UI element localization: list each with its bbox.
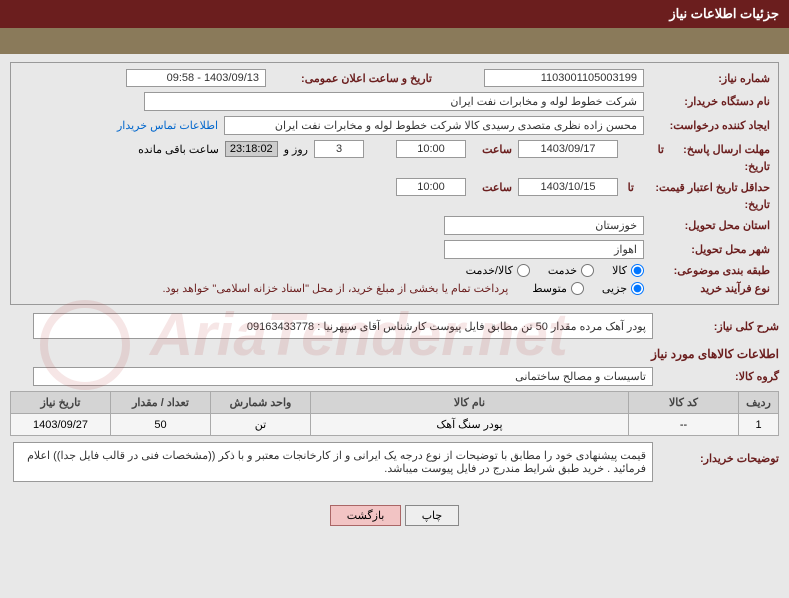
th-row: ردیف <box>739 392 779 414</box>
response-time-value: 10:00 <box>396 140 466 158</box>
toolbar-bar <box>0 28 789 54</box>
th-date: تاریخ نیاز <box>11 392 111 414</box>
goods-table: ردیف کد کالا نام کالا واحد شمارش تعداد /… <box>10 391 779 436</box>
date-label-2: تاریخ: <box>670 198 770 211</box>
proc-partial-radio[interactable] <box>631 282 644 295</box>
row-process: نوع فرآیند خرید جزیی متوسط پرداخت تمام ی… <box>19 282 770 295</box>
countdown-value: 23:18:02 <box>225 141 278 157</box>
city-label: شهر محل تحویل: <box>650 243 770 256</box>
proc-medium-option[interactable]: متوسط <box>532 282 584 295</box>
back-button[interactable]: بازگشت <box>330 505 402 526</box>
row-buyer-org: نام دستگاه خریدار: شرکت خطوط لوله و مخاب… <box>19 92 770 111</box>
row-category: طبقه بندی موضوعی: کالا خدمت کالا/خدمت <box>19 264 770 277</box>
row-city: شهر محل تحویل: اهواز <box>19 240 770 259</box>
buyer-org-value: شرکت خطوط لوله و مخابرات نفت ایران <box>144 92 644 111</box>
summary-label: شرح کلی نیاز: <box>659 320 779 333</box>
table-row: 1 -- پودر سنگ آهک تن 50 1403/09/27 <box>11 414 779 436</box>
days-value: 3 <box>314 140 364 158</box>
response-deadline-label: مهلت ارسال پاسخ: <box>670 143 770 156</box>
goods-group-label: گروه کالا: <box>659 370 779 383</box>
page-title: جزئیات اطلاعات نیاز <box>669 6 779 21</box>
process-radio-group: جزیی متوسط <box>532 282 644 295</box>
category-label: طبقه بندی موضوعی: <box>650 264 770 277</box>
province-value: خوزستان <box>444 216 644 235</box>
table-header-row: ردیف کد کالا نام کالا واحد شمارش تعداد /… <box>11 392 779 414</box>
contact-link[interactable]: اطلاعات تماس خریدار <box>117 119 218 132</box>
process-label: نوع فرآیند خرید <box>650 282 770 295</box>
page-header: جزئیات اطلاعات نیاز <box>0 0 789 28</box>
row-summary: شرح کلی نیاز: پودر آهک مرده مقدار 50 تن … <box>10 313 779 339</box>
datetime-label: تاریخ و ساعت اعلان عمومی: <box>272 72 432 85</box>
td-qty: 50 <box>111 414 211 436</box>
print-button[interactable]: چاپ <box>405 505 460 526</box>
days-and-label: روز و <box>284 143 308 156</box>
td-date: 1403/09/27 <box>11 414 111 436</box>
response-date-value: 1403/09/17 <box>518 140 618 158</box>
th-name: نام کالا <box>311 392 629 414</box>
need-number-value: 1103001105003199 <box>484 69 644 87</box>
remaining-label: ساعت باقی مانده <box>138 143 219 156</box>
need-number-label: شماره نیاز: <box>650 72 770 85</box>
buyer-desc-value: قیمت پیشنهادی خود را مطابق با توضیحات از… <box>13 442 653 482</box>
price-validity-time-value: 10:00 <box>396 178 466 196</box>
to-label-2: تا <box>624 181 634 194</box>
city-value: اهواز <box>444 240 644 259</box>
requester-value: محسن زاده نظری متصدی رسیدی کالا شرکت خطو… <box>224 116 644 135</box>
province-label: استان محل تحویل: <box>650 219 770 232</box>
payment-note: پرداخت تمام یا بخشی از مبلغ خرید، از محل… <box>163 282 509 295</box>
to-label-1: تا <box>624 143 664 156</box>
main-form-section: شماره نیاز: 1103001105003199 تاریخ و ساع… <box>10 62 779 305</box>
requester-label: ایجاد کننده درخواست: <box>650 119 770 132</box>
buyer-desc-label: توضیحات خریدار: <box>659 442 779 465</box>
cat-both-option[interactable]: کالا/خدمت <box>466 264 530 277</box>
th-unit: واحد شمارش <box>211 392 311 414</box>
td-unit: تن <box>211 414 311 436</box>
goods-group-value: تاسیسات و مصالح ساختمانی <box>33 367 653 386</box>
goods-section-title: اطلاعات کالاهای مورد نیاز <box>10 347 779 361</box>
content-area: شماره نیاز: 1103001105003199 تاریخ و ساع… <box>0 54 789 495</box>
td-code: -- <box>629 414 739 436</box>
row-buyer-desc: توضیحات خریدار: قیمت پیشنهادی خود را مطا… <box>10 442 779 482</box>
th-code: کد کالا <box>629 392 739 414</box>
th-qty: تعداد / مقدار <box>111 392 211 414</box>
time-label-1: ساعت <box>472 143 512 156</box>
row-province: استان محل تحویل: خوزستان <box>19 216 770 235</box>
cat-goods-radio[interactable] <box>631 264 644 277</box>
cat-both-radio[interactable] <box>517 264 530 277</box>
proc-partial-option[interactable]: جزیی <box>602 282 644 295</box>
cat-service-radio[interactable] <box>581 264 594 277</box>
row-requester: ایجاد کننده درخواست: محسن زاده نظری متصد… <box>19 116 770 135</box>
row-response-deadline: مهلت ارسال پاسخ: تا 1403/09/17 ساعت 10:0… <box>19 140 770 158</box>
proc-medium-radio[interactable] <box>571 282 584 295</box>
buyer-org-label: نام دستگاه خریدار: <box>650 95 770 108</box>
row-goods-group: گروه کالا: تاسیسات و مصالح ساختمانی <box>10 367 779 386</box>
datetime-value: 1403/09/13 - 09:58 <box>126 69 266 87</box>
row-date-sub-2: تاریخ: <box>19 198 770 211</box>
summary-value: پودر آهک مرده مقدار 50 تن مطابق فایل پیو… <box>33 313 653 339</box>
price-validity-label: حداقل تاریخ اعتبار قیمت: <box>640 181 770 194</box>
date-label-1: تاریخ: <box>670 160 770 173</box>
button-bar: چاپ بازگشت <box>0 495 789 536</box>
td-row: 1 <box>739 414 779 436</box>
row-price-validity: حداقل تاریخ اعتبار قیمت: تا 1403/10/15 س… <box>19 178 770 196</box>
td-name: پودر سنگ آهک <box>311 414 629 436</box>
price-validity-date-value: 1403/10/15 <box>518 178 618 196</box>
row-need-number: شماره نیاز: 1103001105003199 تاریخ و ساع… <box>19 69 770 87</box>
time-label-2: ساعت <box>472 181 512 194</box>
cat-service-option[interactable]: خدمت <box>548 264 594 277</box>
category-radio-group: کالا خدمت کالا/خدمت <box>466 264 644 277</box>
row-date-sub-1: تاریخ: <box>19 160 770 173</box>
cat-goods-option[interactable]: کالا <box>612 264 644 277</box>
